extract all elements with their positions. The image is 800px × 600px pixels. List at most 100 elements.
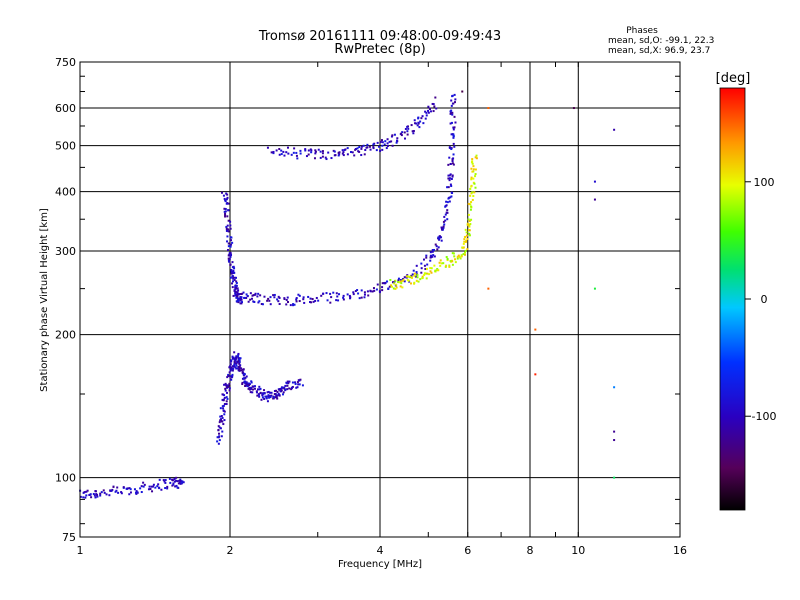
scatter-point [338, 151, 341, 154]
scatter-point [429, 110, 432, 113]
scatter-point [453, 255, 456, 258]
scatter-point [381, 286, 384, 289]
scatter-point [259, 387, 262, 390]
scatter-point [164, 487, 167, 490]
scatter-point [427, 111, 430, 114]
scatter-point [470, 176, 473, 179]
scatter-point [253, 300, 256, 303]
scatter-point [232, 357, 235, 360]
scatter-point [114, 490, 117, 493]
scatter-point [438, 261, 441, 264]
scatter-point [243, 296, 246, 299]
scatter-point [371, 290, 374, 293]
scatter-point [468, 220, 471, 223]
scatter-point [233, 289, 236, 292]
scatter-point [237, 360, 240, 363]
scatter-point [450, 104, 453, 107]
scatter-point [406, 275, 409, 278]
scatter-point [377, 145, 380, 148]
scatter-point [470, 167, 473, 170]
scatter-point [233, 365, 236, 368]
colorbar [719, 87, 746, 511]
scatter-point [390, 140, 393, 143]
scatter-point [140, 491, 143, 494]
scatter-point [453, 145, 456, 148]
scatter-point [223, 394, 226, 397]
scatter-point [453, 115, 456, 118]
scatter-point [225, 396, 228, 399]
scatter-point [229, 363, 232, 366]
scatter-point [239, 299, 242, 302]
scatter-point [85, 494, 88, 497]
scatter-point [336, 295, 339, 298]
scatter-point [235, 296, 238, 299]
scatter-point [286, 300, 289, 303]
scatter-point [307, 149, 310, 152]
scatter-point [222, 423, 225, 426]
stats-heading: Phases [626, 26, 658, 36]
scatter-point [298, 379, 301, 382]
scatter-point [235, 356, 238, 359]
scatter-point [243, 373, 246, 376]
colorbar-tick-label: -100 [752, 410, 777, 423]
scatter-point [360, 147, 363, 150]
scatter-point [241, 377, 244, 380]
scatter-point [135, 492, 138, 495]
scatter-point [416, 276, 419, 279]
scatter-point [241, 292, 244, 295]
scatter-point [275, 149, 278, 152]
scatter-point [431, 249, 434, 252]
scatter-point [84, 496, 87, 499]
scatter-point [450, 111, 453, 114]
scatter-point [309, 297, 312, 300]
scatter-point [230, 282, 233, 285]
scatter-point [341, 149, 344, 152]
scatter-point [366, 290, 369, 293]
scatter-point [449, 196, 452, 199]
scatter-point [393, 282, 396, 285]
scatter-point [242, 368, 245, 371]
scatter-point [448, 265, 451, 268]
scatter-point [178, 479, 181, 482]
scatter-point [425, 111, 428, 114]
scatter-point [140, 485, 143, 488]
scatter-point [175, 476, 178, 479]
scatter-point [294, 381, 297, 384]
scatter-point [453, 93, 456, 96]
scatter-point [181, 481, 184, 484]
scatter-point [228, 371, 231, 374]
scatter-point [222, 407, 225, 410]
scatter-point [278, 153, 281, 156]
scatter-point [390, 284, 393, 287]
scatter-point [224, 387, 227, 390]
x-axis-ticks: 1 2 4 6 8 10 16 [77, 62, 687, 557]
scatter-point [446, 209, 449, 212]
scatter-point [467, 202, 470, 205]
scatter-point [295, 298, 298, 301]
scatter-point [357, 292, 360, 295]
scatter-point [179, 482, 182, 485]
scatter-point [421, 277, 424, 280]
scatter-point [410, 276, 413, 279]
scatter-point [232, 265, 235, 268]
scatter-point [260, 398, 263, 401]
scatter-point [410, 124, 413, 127]
scatter-point [421, 275, 424, 278]
scatter-point [264, 395, 267, 398]
scatter-point [235, 355, 238, 358]
scatter-point [239, 357, 242, 360]
scatter-point [613, 430, 616, 433]
scatter-point [133, 488, 136, 491]
scatter-point [462, 242, 465, 245]
scatter-point [298, 294, 301, 297]
scatter-point [227, 242, 230, 245]
scatter-point [221, 416, 224, 419]
scatter-point [438, 235, 441, 238]
scatter-point [474, 186, 477, 189]
scatter-point [220, 191, 223, 194]
scatter-point [450, 195, 453, 198]
scatter-point [403, 137, 406, 140]
scatter-point [139, 487, 142, 490]
scatter-point [260, 303, 263, 306]
scatter-point [245, 375, 248, 378]
